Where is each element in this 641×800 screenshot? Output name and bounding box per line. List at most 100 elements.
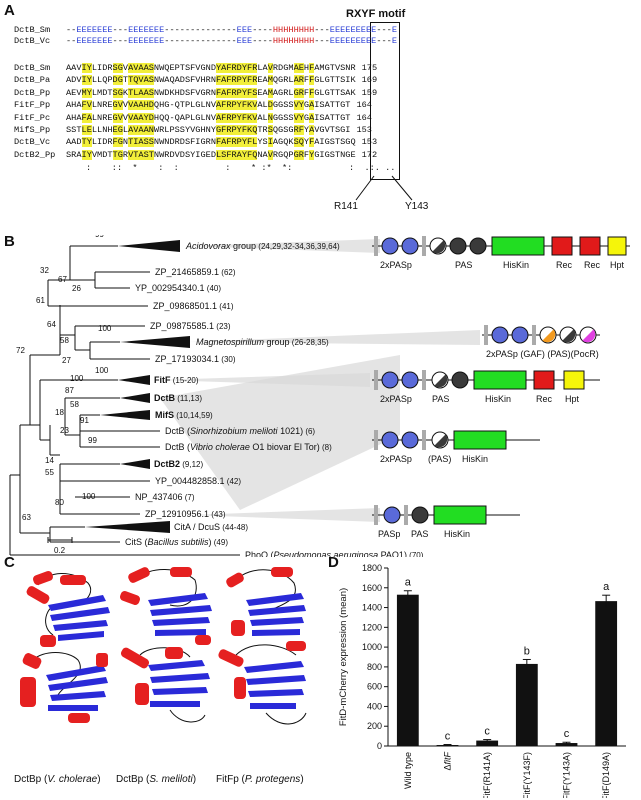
sequence-residues: AADTYLIDRFGNTIASSNWNDRDSFIGRNFAFRPYFLYSI… [66, 137, 356, 148]
bootstrap-value: 100 [95, 366, 109, 375]
gaf-domain [539, 326, 557, 344]
y-tick-label: 1200 [362, 622, 382, 632]
structure-caption-2: DctBp (S. meliloti) [116, 774, 197, 785]
protein-structures [20, 567, 307, 725]
sequence-residues: AHAFVLNREGVVVAAHDQHG-QTPLGLNVAFRPYFKVALD… [66, 100, 351, 111]
pas-domain [411, 506, 429, 524]
domain-label-hpt: Hpt [565, 394, 580, 404]
pasp-domain [381, 431, 399, 449]
bootstrap-value: 58 [60, 336, 69, 345]
bootstrap-value: 91 [80, 416, 89, 425]
clade-dctb [120, 393, 150, 403]
y-tick-label: 1600 [362, 583, 382, 593]
pasp-domain [381, 237, 399, 255]
bootstrap-value: 58 [70, 400, 79, 409]
domain-label-2xpasp: 2xPASp [380, 394, 412, 404]
sequence-name: DctB_Pp [14, 87, 51, 98]
transmembrane-segment [484, 325, 488, 345]
secondary-structure-seq: --EEEEEEE---EEEEEEE--------------EEE----… [66, 36, 397, 46]
bootstrap-value: 99 [95, 235, 104, 239]
taxon-label: FitF (15-20) [154, 375, 199, 385]
y-tick-label: 800 [367, 662, 382, 672]
shade-magnetospirillum [190, 330, 480, 345]
taxon-label: ZP_12910956.1 (43) [145, 509, 226, 519]
significance-letter: c [484, 726, 490, 738]
hiskin-domain [473, 370, 527, 390]
hiskin-domain [433, 505, 487, 525]
pas-domain [559, 326, 577, 344]
sequence-residues: SSTLELLNHEGLAVAANWRLPSSYVGHNYGFRPYFKQTRS… [66, 125, 351, 135]
hiskin-domain [453, 430, 507, 450]
bootstrap-value: 100 [98, 324, 112, 333]
transmembrane-segment [422, 236, 426, 256]
alignment-row: DctB_Sm AAVIYLIDRSGVAVAASNWQEPTSFVGNDYAFR… [14, 62, 377, 74]
motif-label: RXYF motif [346, 8, 406, 20]
taxon-label: DctB (Sinorhizobium meliloti 1021) (6) [165, 426, 315, 436]
y-tick-label: 0 [377, 741, 382, 751]
panel-label-d: D [328, 554, 339, 571]
secondary-structure-row: DctB_Sm --EEEEEEE---EEEEEEE--------------… [14, 25, 397, 35]
sequence-position: 169 [361, 75, 378, 86]
domain-label-2xpasp: 2xPASp [380, 260, 412, 270]
taxon-label: PhoQ (Pseudomonas aeruginosa PAO1) (70) [245, 550, 424, 557]
residue-label-r141: R141 [334, 201, 358, 212]
taxon-label: DctB (Vibrio cholerae O1 biovar El Tor) … [165, 442, 332, 452]
pas-domain [449, 237, 467, 255]
pasp-domain [381, 371, 399, 389]
sequence-name: FitF_Pp [14, 100, 51, 111]
bootstrap-value: 80 [55, 498, 64, 507]
bootstrap-value: 23 [60, 426, 69, 435]
clade-cita [85, 521, 170, 533]
bootstrap-value: 100 [70, 374, 84, 383]
pasp-domain [401, 371, 419, 389]
pas-domain [431, 431, 449, 449]
y-tick-label: 1000 [362, 642, 382, 652]
pasp-domain [511, 326, 529, 344]
transmembrane-segment [532, 325, 536, 345]
pocr-domain [579, 326, 597, 344]
secondary-structure-seq: --EEEEEEE---EEEEEEE--------------EEE----… [66, 25, 397, 35]
significance-letter: a [603, 581, 610, 593]
shade-acidovorax [190, 239, 380, 253]
taxon-label: DctB (11,13) [154, 393, 202, 403]
taxon-label: NP_437406 (7) [135, 492, 195, 502]
domain-label-pas: PAS [411, 529, 428, 539]
taxon-label: ZP_09875585.1 (23) [150, 321, 231, 331]
domain-label-rec: Rec [556, 260, 573, 270]
bootstrap-value: 27 [62, 356, 71, 365]
bar [476, 740, 499, 746]
bootstrap-value: 18 [55, 408, 64, 417]
bootstrap-value: 87 [65, 386, 74, 395]
pas-domain [469, 237, 487, 255]
expression-bar-chart: 0 200 400 600 800 1000 1200 1400 1600 1800 FitD-mC… [338, 563, 626, 798]
shade-cita [190, 508, 380, 522]
sequence-position: 175 [361, 63, 378, 73]
sequence-position: 164 [356, 100, 372, 111]
x-tick-label: FitF(D149A) [601, 752, 611, 798]
x-tick-label: FitF(Y143F) [522, 752, 532, 798]
motif-box [370, 22, 400, 180]
domain-label-rec: Rec [536, 394, 553, 404]
sequence-residues: AEVMYLMDTSGKTLAASNWDKHDSFVGRNFAFRPYFSEAM… [66, 87, 356, 98]
pasp-domain [383, 506, 401, 524]
transmembrane-segment [374, 370, 378, 390]
phylogenetic-tree: 9932672661645810027721001008718589123991… [9, 235, 630, 557]
taxon-label: MifS (10,14,59) [155, 410, 213, 420]
structure-dctbp-smeliloti [120, 567, 212, 723]
domain-label-pas: PAS [432, 394, 449, 404]
taxon-label: CitA / DcuS (44-48) [174, 522, 248, 532]
sequence-position: 153 [361, 137, 378, 148]
sequence-residues: AAVIYLIDRSGVAVAASNWQEPTSFVGNDYAFRDYFRLAV… [66, 63, 356, 73]
domain-label-hiskin: HisKin [462, 454, 488, 464]
rec-domain [579, 236, 601, 256]
sequence-position: 164 [356, 112, 372, 123]
alignment-row: DctB_Pa ADVIYLLQPDGTTQVASNWAQADSFVHRNFAFR… [14, 74, 377, 86]
domain-label-hiskin: HisKin [503, 260, 529, 270]
y-axis-label: FitD-mCherry expression (mean) [338, 588, 349, 726]
alignment-row: DctB_Pp AEVMYLMDTSGKTLAASNWDKHDSFVGRNFAFR… [14, 87, 377, 99]
taxon-label: YP_002954340.1 (40) [135, 283, 221, 293]
taxon-label: Acidovorax group (24,29,32-34,36,39,64) [185, 241, 340, 251]
domain-label-rec: Rec [584, 260, 601, 270]
structure-caption-1: DctBp (V. cholerae) [14, 774, 101, 785]
bootstrap-value: 26 [72, 284, 81, 293]
